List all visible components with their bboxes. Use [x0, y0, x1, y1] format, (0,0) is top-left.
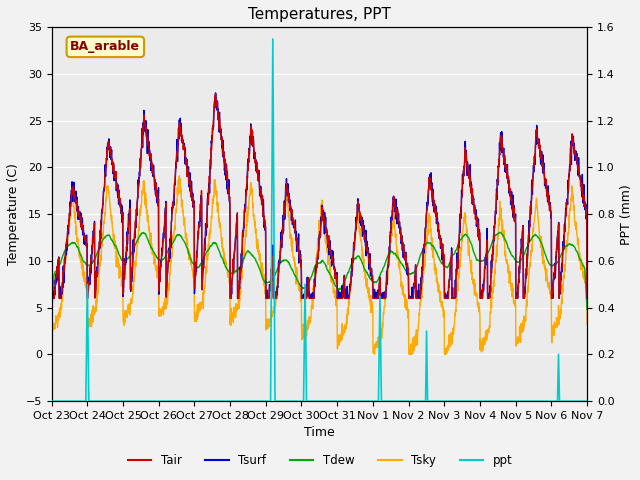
Tsky	[347, 279, 355, 285]
Tair	[536, 143, 544, 148]
Tsurf	[48, 296, 56, 301]
Tsurf	[583, 295, 591, 301]
Title: Temperatures, PPT: Temperatures, PPT	[248, 7, 391, 22]
Tsky	[48, 331, 56, 337]
Tsurf	[212, 90, 220, 96]
Tair	[335, 296, 342, 301]
Y-axis label: Temperature (C): Temperature (C)	[7, 163, 20, 265]
Tsky	[536, 233, 544, 239]
Tsurf	[475, 229, 483, 235]
Tsurf	[197, 193, 205, 199]
Legend: Tair, Tsurf, Tdew, Tsky, ppt: Tair, Tsurf, Tdew, Tsky, ppt	[123, 449, 517, 472]
Tdew	[496, 229, 504, 235]
ppt	[475, 398, 483, 404]
Tsky	[551, 324, 559, 330]
Tair	[551, 264, 559, 270]
Tsky	[476, 309, 483, 315]
Tdew	[335, 287, 342, 292]
ppt	[48, 398, 56, 404]
Tsurf	[335, 296, 342, 301]
Line: Tair: Tair	[52, 94, 587, 299]
ppt	[551, 398, 559, 404]
ppt	[583, 398, 591, 404]
Tsky	[405, 351, 413, 357]
Tdew	[475, 258, 483, 264]
Line: ppt: ppt	[52, 39, 587, 401]
ppt	[536, 398, 544, 404]
Tsky	[197, 300, 205, 305]
Tair	[475, 237, 483, 243]
ppt	[269, 36, 276, 42]
ppt	[335, 398, 342, 404]
Tsurf	[536, 147, 544, 153]
ppt	[347, 398, 355, 404]
Text: BA_arable: BA_arable	[70, 40, 140, 53]
Tdew	[551, 262, 559, 268]
ppt	[197, 398, 205, 404]
Tsurf	[347, 283, 355, 289]
Tsky	[175, 173, 183, 179]
X-axis label: Time: Time	[304, 426, 335, 440]
Tdew	[583, 306, 591, 312]
Line: Tdew: Tdew	[52, 232, 587, 315]
Tsurf	[551, 261, 559, 266]
Tair	[583, 294, 591, 300]
Y-axis label: PPT (mm): PPT (mm)	[620, 184, 633, 245]
Tair	[212, 91, 220, 96]
Tdew	[346, 264, 354, 270]
Tair	[197, 198, 205, 204]
Tsky	[583, 322, 591, 327]
Tdew	[48, 312, 56, 318]
Line: Tsurf: Tsurf	[52, 93, 587, 299]
Tair	[347, 287, 355, 292]
Line: Tsky: Tsky	[52, 176, 587, 354]
Tsky	[335, 343, 342, 348]
Tdew	[536, 237, 544, 243]
Tdew	[197, 261, 205, 266]
Tair	[48, 296, 56, 301]
